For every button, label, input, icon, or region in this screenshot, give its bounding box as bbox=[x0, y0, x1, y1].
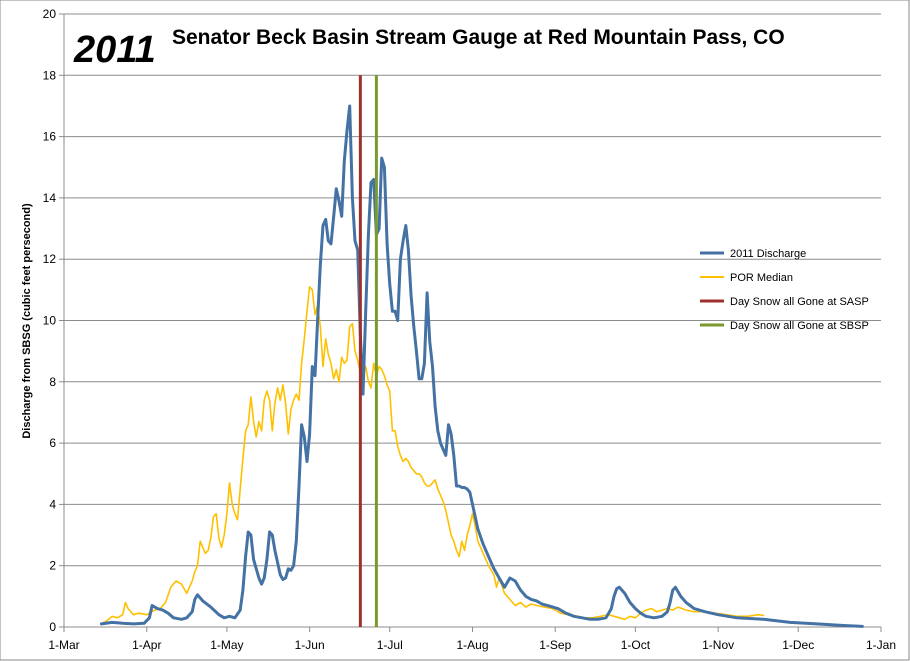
legend-label: POR Median bbox=[730, 272, 793, 284]
y-axis-label: Discharge from SBSG (cubic feet persecon… bbox=[21, 203, 33, 439]
x-tick-label: 1-Oct bbox=[621, 638, 651, 652]
y-tick-label: 4 bbox=[49, 497, 56, 511]
legend: 2011 Discharge POR Median Day Snow all Gon… bbox=[700, 248, 869, 332]
y-tick-label: 10 bbox=[43, 314, 57, 328]
y-tick-label: 6 bbox=[49, 436, 56, 450]
x-tick-label: 1-Aug bbox=[456, 638, 488, 652]
series-line-por-median bbox=[100, 286, 765, 625]
y-tick-label: 8 bbox=[49, 375, 56, 389]
y-tick-label: 16 bbox=[43, 130, 57, 144]
x-tick-label: 1-May bbox=[210, 638, 243, 652]
axes: 0 2 4 6 8 10 12 14 16 18 20 1-Mar 1-Apr 1-May 1-Jun 1-J… bbox=[43, 7, 896, 652]
y-tick-label: 2 bbox=[49, 559, 56, 573]
y-tick-label: 0 bbox=[49, 620, 56, 634]
year-label: 2011 bbox=[73, 29, 156, 71]
x-tick-label: 1-Jun bbox=[295, 638, 325, 652]
x-tick-label: 1-Jul bbox=[377, 638, 403, 652]
x-tick-label: 1-Jan bbox=[866, 638, 896, 652]
chart-title: Senator Beck Basin Stream Gauge at Red M… bbox=[172, 26, 785, 49]
series-line-2011-discharge bbox=[99, 104, 864, 628]
x-tick-label: 1-Apr bbox=[132, 638, 161, 652]
y-tick-label: 14 bbox=[43, 191, 57, 205]
series bbox=[99, 75, 864, 628]
x-tick-label: 1-Dec bbox=[782, 638, 814, 652]
x-tick-label: 1-Mar bbox=[48, 638, 79, 652]
x-tick-label: 1-Nov bbox=[702, 638, 734, 652]
legend-label: Day Snow all Gone at SBSP bbox=[730, 320, 869, 332]
x-tick-label: 1-Sep bbox=[539, 638, 571, 652]
y-tick-label: 18 bbox=[43, 68, 57, 82]
legend-label: 2011 Discharge bbox=[730, 248, 806, 260]
legend-label: Day Snow all Gone at SASP bbox=[730, 296, 869, 308]
y-tick-label: 20 bbox=[43, 7, 57, 21]
y-tick-label: 12 bbox=[43, 252, 57, 266]
